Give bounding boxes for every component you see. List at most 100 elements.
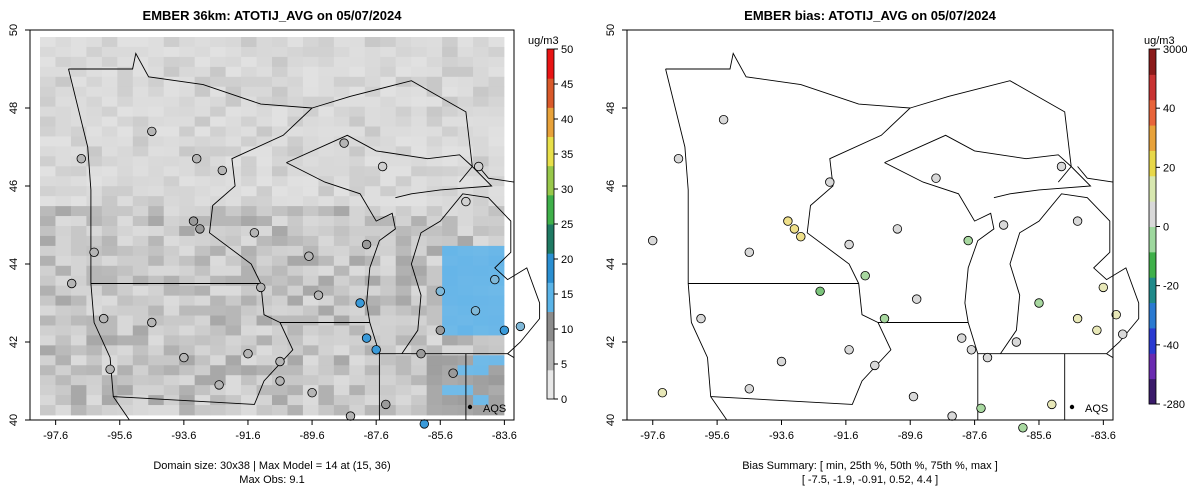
heatmap-cell bbox=[473, 216, 489, 227]
heatmap-cell bbox=[380, 176, 397, 187]
heatmap-cell bbox=[473, 305, 489, 316]
heatmap-cell bbox=[349, 37, 366, 48]
heatmap-cell bbox=[256, 136, 273, 147]
obs-station bbox=[435, 325, 446, 336]
heatmap-cell bbox=[86, 275, 103, 287]
heatmap-cell bbox=[442, 37, 458, 48]
heatmap-cell bbox=[55, 395, 72, 406]
heatmap-cell bbox=[241, 96, 257, 108]
heatmap-cell bbox=[287, 335, 304, 346]
heatmap-cell bbox=[101, 375, 118, 386]
heatmap-cell bbox=[364, 285, 381, 297]
y-tick-label: 48 bbox=[8, 102, 20, 114]
heatmap-cell bbox=[333, 365, 350, 376]
heatmap-cell bbox=[411, 405, 428, 416]
heatmap-cell bbox=[302, 186, 319, 197]
heatmap-cell bbox=[457, 325, 474, 336]
heatmap-cell bbox=[40, 206, 56, 217]
heatmap-cell bbox=[318, 96, 335, 108]
heatmap-cell bbox=[101, 226, 118, 237]
heatmap-cell bbox=[117, 255, 134, 267]
heatmap-cell bbox=[179, 305, 196, 316]
obs-station bbox=[355, 298, 365, 308]
obs-station bbox=[76, 153, 87, 164]
heatmap-cell bbox=[132, 335, 149, 346]
heatmap-cell bbox=[473, 295, 489, 306]
x-tick-label: -87.6 bbox=[962, 430, 987, 442]
heatmap-cell bbox=[333, 216, 350, 227]
heatmap-cell bbox=[287, 156, 304, 167]
heatmap-cell bbox=[55, 275, 72, 287]
heatmap-cell bbox=[117, 226, 134, 237]
heatmap-cell bbox=[70, 146, 87, 157]
heatmap-cell bbox=[457, 86, 474, 98]
heatmap-cell bbox=[333, 295, 350, 306]
heatmap-cell bbox=[70, 66, 87, 78]
heatmap-cell bbox=[40, 86, 56, 98]
heatmap-cell bbox=[101, 86, 118, 98]
heatmap-cell bbox=[241, 176, 257, 187]
heatmap-cell bbox=[349, 76, 366, 88]
heatmap-cell bbox=[457, 226, 474, 237]
heatmap-cell bbox=[225, 136, 242, 147]
heatmap-cell bbox=[473, 375, 489, 386]
bias-station bbox=[931, 173, 941, 183]
x-tick-label: -85.6 bbox=[1026, 430, 1051, 442]
heatmap-cell bbox=[302, 66, 319, 78]
heatmap-cell bbox=[302, 46, 319, 58]
heatmap-cell bbox=[426, 166, 443, 177]
heatmap-cell bbox=[364, 365, 381, 376]
heatmap-cell bbox=[194, 245, 211, 257]
heatmap-cell bbox=[426, 66, 443, 78]
heatmap-cell bbox=[395, 255, 412, 267]
heatmap-cell bbox=[457, 305, 474, 316]
heatmap-cell bbox=[442, 156, 458, 167]
heatmap-cell bbox=[333, 86, 350, 98]
heatmap-cell bbox=[333, 405, 350, 416]
bias-panel: EMBER bias: ATOTIJ_AVG on 05/07/2024 -97… bbox=[605, 8, 1187, 486]
heatmap-cell bbox=[272, 37, 288, 48]
heatmap-cell bbox=[40, 116, 56, 127]
heatmap-cell bbox=[395, 235, 412, 247]
heatmap-cell bbox=[210, 305, 226, 316]
heatmap-cell bbox=[225, 395, 242, 406]
heatmap-cell bbox=[163, 96, 180, 108]
heatmap-cell bbox=[225, 365, 242, 376]
right-aqs-marker bbox=[1069, 404, 1075, 410]
bias-station bbox=[1098, 282, 1109, 293]
heatmap-cell bbox=[86, 325, 103, 336]
heatmap-cell bbox=[163, 275, 180, 287]
heatmap-cell bbox=[40, 315, 56, 326]
heatmap-cell bbox=[364, 186, 381, 197]
heatmap-cell bbox=[194, 146, 211, 157]
heatmap-cell bbox=[210, 146, 226, 157]
heatmap-cell bbox=[40, 166, 56, 177]
heatmap-cell bbox=[148, 275, 165, 287]
heatmap-cell bbox=[55, 66, 72, 78]
colorbar-tick-label: -20 bbox=[1163, 281, 1179, 293]
heatmap-cell bbox=[132, 385, 149, 396]
heatmap-cell bbox=[132, 285, 149, 297]
obs-station bbox=[214, 380, 224, 390]
obs-station bbox=[339, 138, 349, 148]
heatmap-cell bbox=[210, 285, 226, 297]
heatmap-cell bbox=[411, 295, 428, 306]
left-domain-note: Domain size: 30x38 | Max Model = 14 at (… bbox=[153, 460, 390, 472]
heatmap-cell bbox=[488, 285, 505, 297]
heatmap-cell bbox=[380, 285, 397, 297]
heatmap-cell bbox=[349, 216, 366, 227]
heatmap-cell bbox=[179, 86, 196, 98]
heatmap-cell bbox=[457, 116, 474, 127]
heatmap-cell bbox=[194, 235, 211, 247]
heatmap-cell bbox=[473, 176, 489, 187]
heatmap-cell bbox=[488, 126, 505, 137]
heatmap-cell bbox=[426, 186, 443, 197]
heatmap-cell bbox=[287, 375, 304, 386]
heatmap-cell bbox=[380, 226, 397, 237]
right-state-boundaries bbox=[665, 52, 1140, 421]
heatmap-cell bbox=[55, 305, 72, 316]
heatmap-cell bbox=[55, 37, 72, 48]
heatmap-cell bbox=[395, 265, 412, 277]
heatmap-cell bbox=[488, 106, 505, 117]
